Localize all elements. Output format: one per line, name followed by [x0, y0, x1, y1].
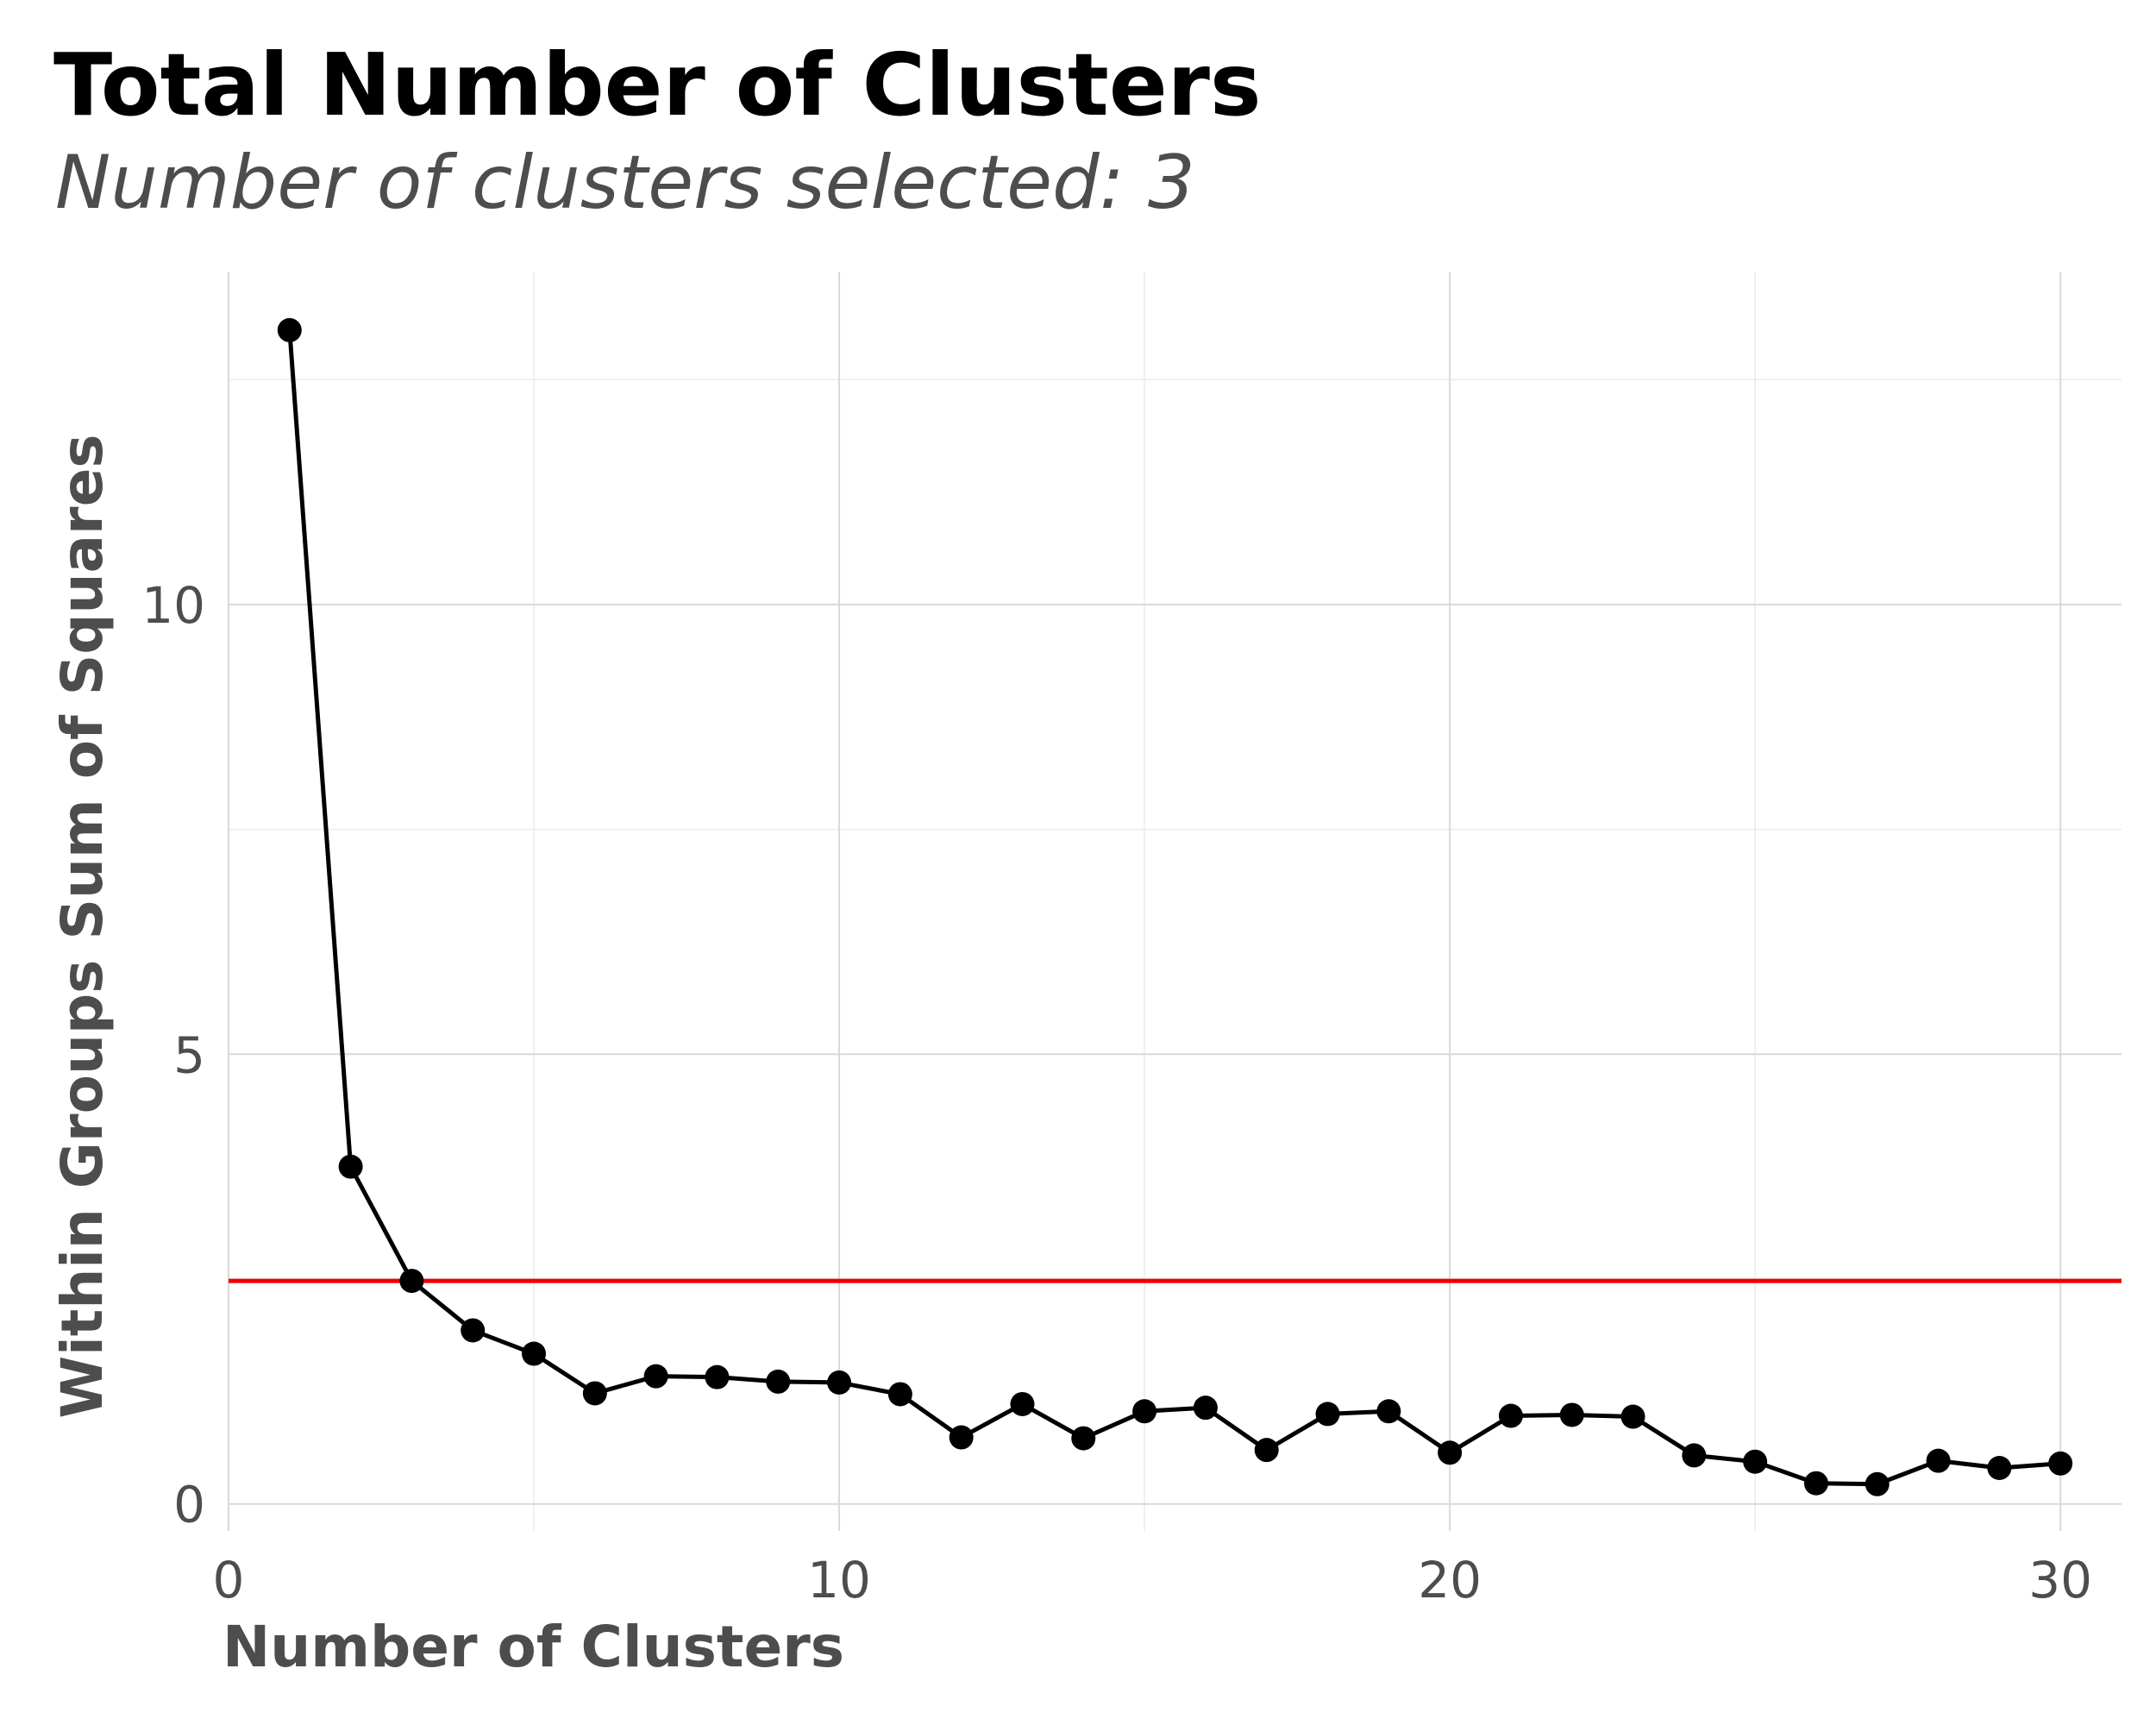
- data-point: [766, 1369, 791, 1394]
- data-point: [1559, 1402, 1584, 1427]
- y-axis-title: Within Groups Sum of Squares: [49, 434, 116, 1418]
- data-point: [1987, 1456, 2012, 1480]
- data-point: [1010, 1391, 1035, 1416]
- series: [277, 317, 2073, 1496]
- data-point: [522, 1341, 547, 1366]
- y-tick-label: 0: [173, 1476, 205, 1534]
- data-point: [1498, 1403, 1523, 1428]
- data-point: [1620, 1404, 1645, 1429]
- data-point: [1132, 1399, 1157, 1424]
- data-point: [1071, 1426, 1096, 1451]
- data-point: [705, 1364, 730, 1389]
- grid-lines: [228, 272, 2122, 1531]
- x-tick-label: 0: [213, 1551, 245, 1609]
- y-axis-ticks: 0 5 10: [141, 576, 205, 1534]
- data-point: [1926, 1448, 1951, 1473]
- data-point: [2048, 1451, 2073, 1476]
- data-point: [887, 1382, 912, 1407]
- data-point: [643, 1364, 668, 1389]
- data-point: [1438, 1440, 1463, 1465]
- data-point: [1376, 1399, 1401, 1424]
- y-tick-label: 10: [141, 576, 205, 635]
- x-tick-label: 10: [807, 1551, 871, 1609]
- data-point: [1193, 1396, 1218, 1421]
- data-point: [338, 1154, 363, 1179]
- series-line: [287, 329, 2061, 1487]
- chart-subtitle: Number of clusters selected: 3: [55, 140, 1195, 226]
- data-point: [582, 1381, 607, 1406]
- data-point: [277, 317, 302, 342]
- x-tick-label: 30: [2028, 1551, 2092, 1609]
- data-point: [1682, 1443, 1707, 1468]
- data-point: [1803, 1471, 1828, 1496]
- chart-title: Total Number of Clusters: [53, 34, 1262, 135]
- data-point: [827, 1370, 852, 1395]
- data-point: [399, 1269, 424, 1294]
- x-axis-title: Number of Clusters: [222, 1614, 844, 1680]
- x-axis-ticks: 0 10 20 30: [213, 1551, 2093, 1609]
- data-point: [1315, 1402, 1340, 1427]
- data-point: [1865, 1471, 1890, 1496]
- x-tick-label: 20: [1418, 1551, 1482, 1609]
- data-point: [461, 1318, 486, 1343]
- y-tick-label: 5: [173, 1026, 205, 1084]
- data-point: [949, 1425, 974, 1450]
- data-point: [1254, 1438, 1279, 1463]
- data-point: [1743, 1449, 1768, 1474]
